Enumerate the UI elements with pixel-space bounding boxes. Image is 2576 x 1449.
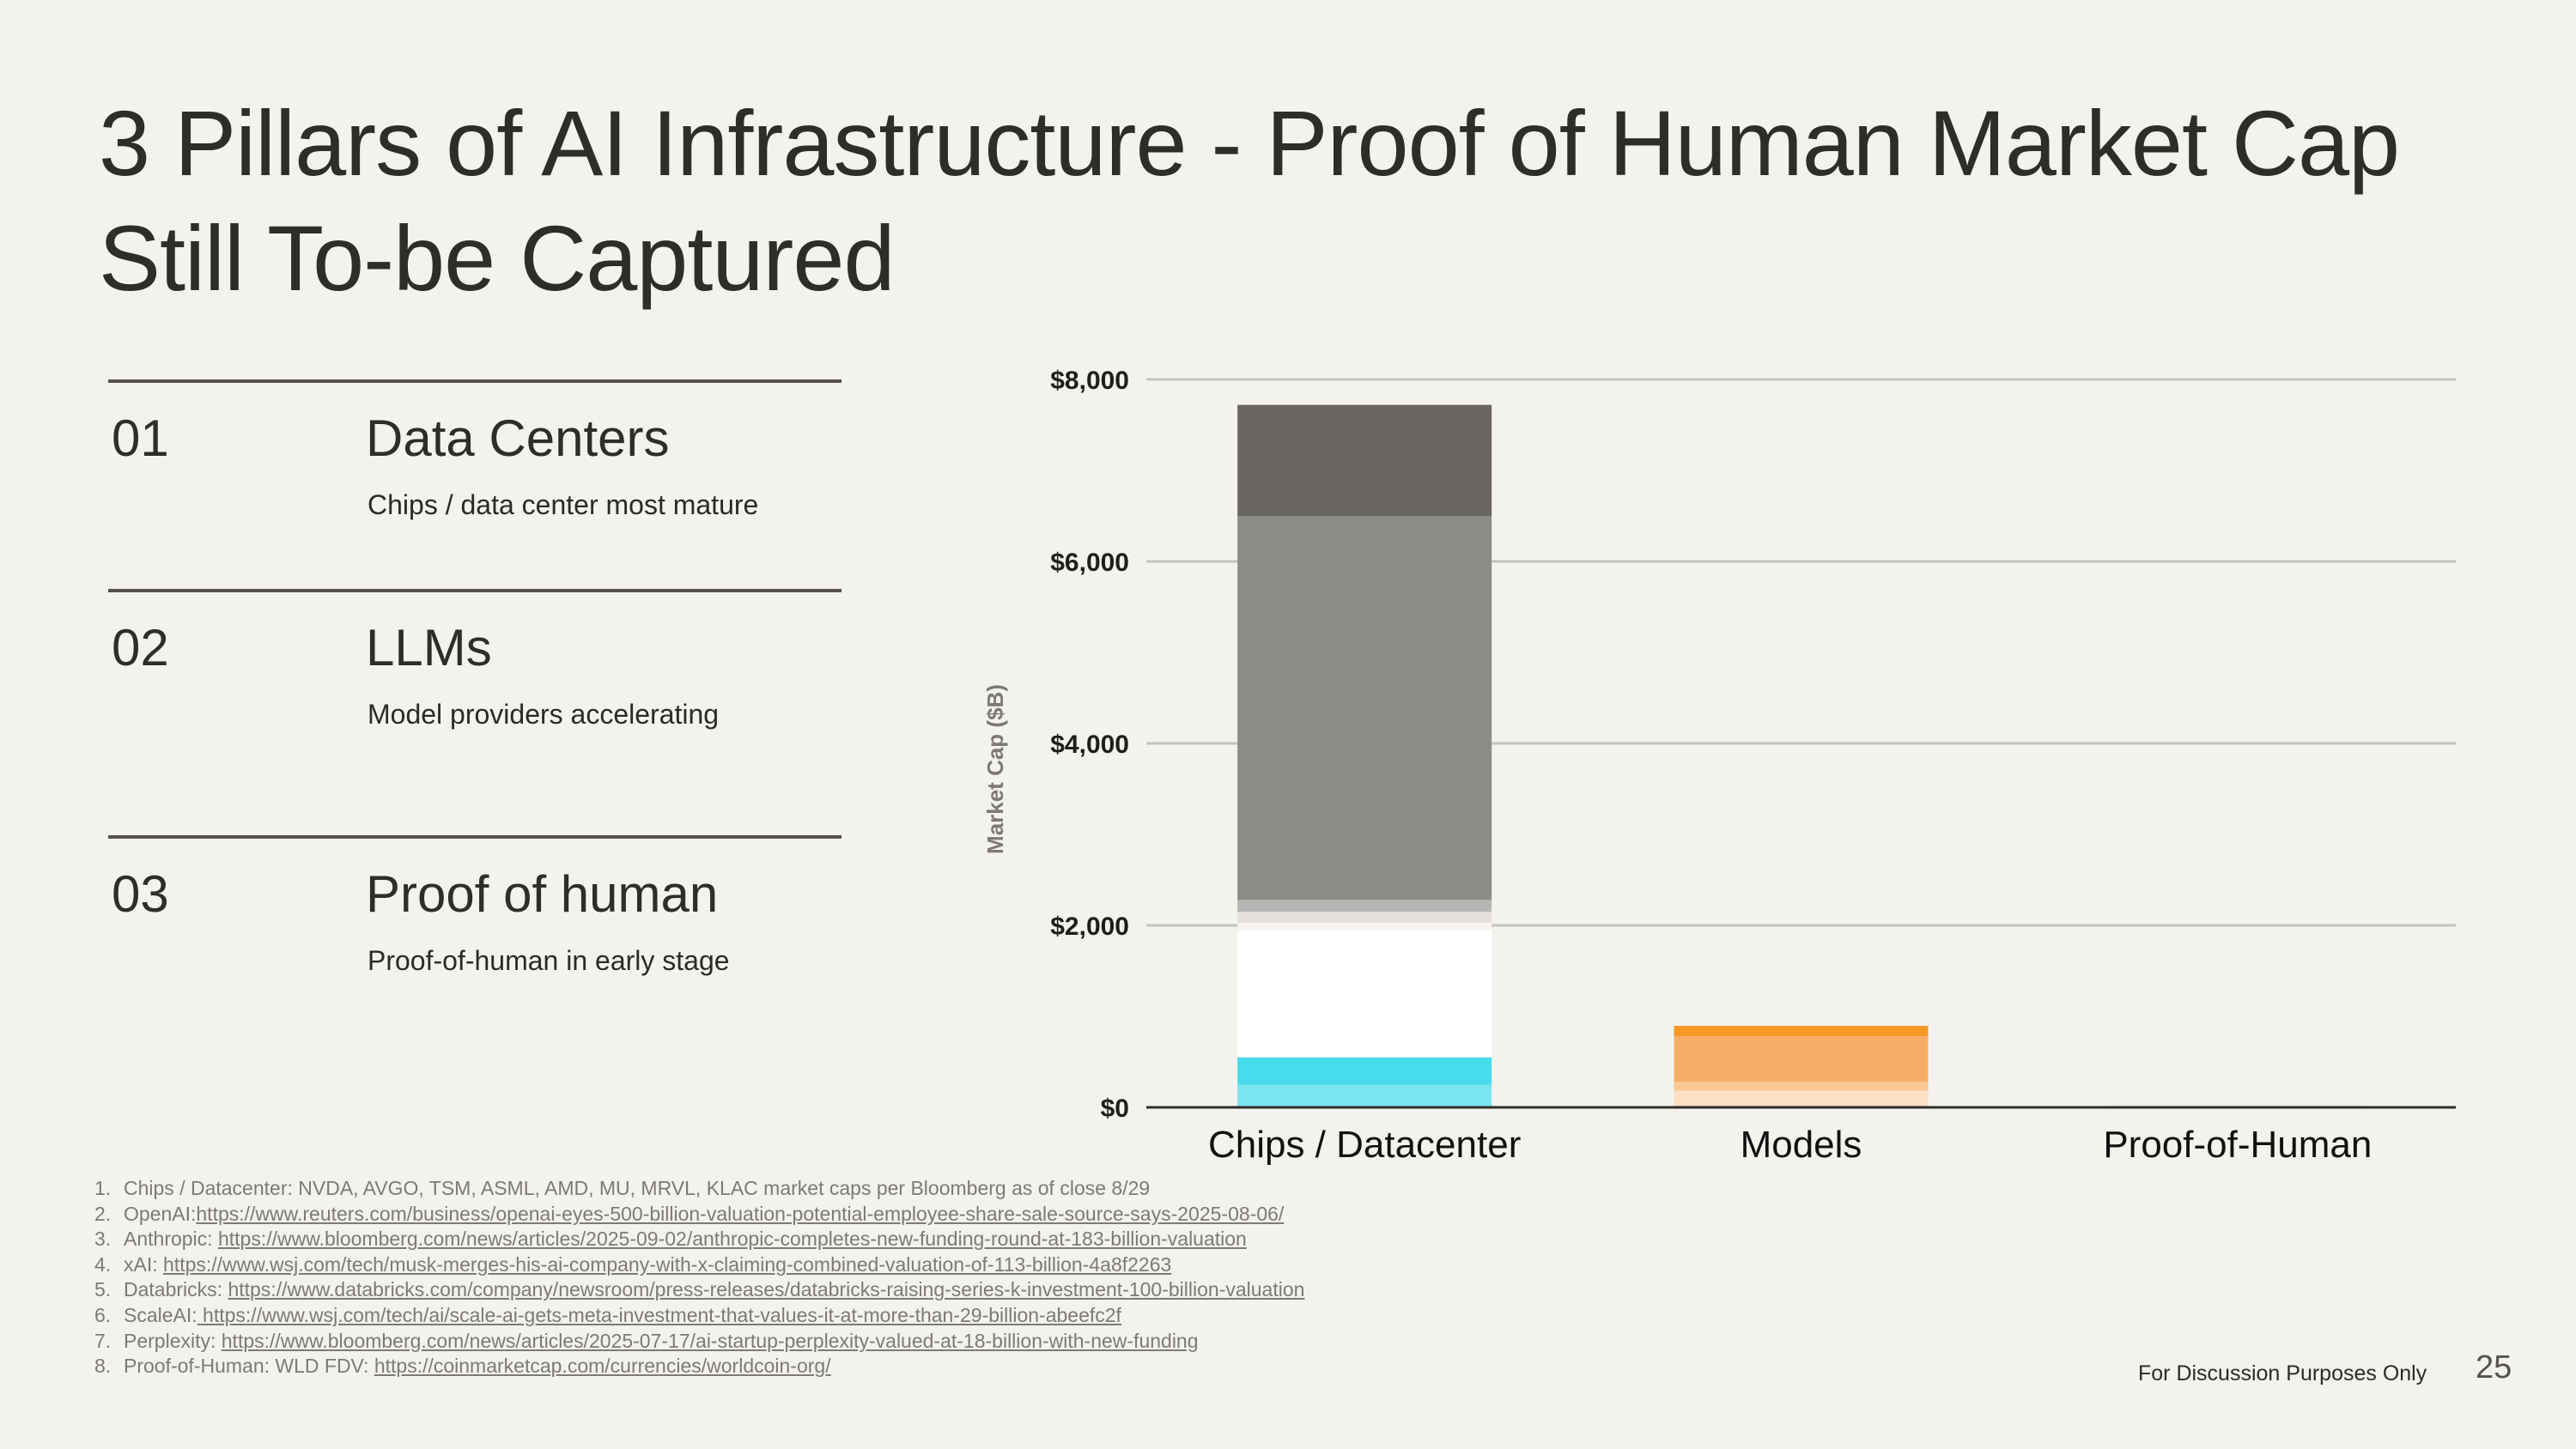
pillar-item: 03 Proof of human Proof-of-human in earl… [108,835,841,976]
footnote-link[interactable]: https://coinmarketcap.com/currencies/wor… [374,1355,831,1378]
footnote-text: Databricks: [124,1278,228,1301]
footnote-text: xAI: [124,1252,164,1276]
y-tick-label: $0 [1101,1094,1129,1123]
bar-segment [1674,1082,1929,1091]
footnote-text: Chips / Datacenter: NVDA, AVGO, TSM, ASM… [124,1177,1151,1199]
footnotes: 1. Chips / Datacenter: NVDA, AVGO, TSM, A… [94,1176,1984,1379]
pillar-number: 01 [112,409,169,467]
footnote: 1. Chips / Datacenter: NVDA, AVGO, TSM, A… [94,1176,1984,1202]
footnote-text: OpenAI: [124,1202,197,1225]
footnote-link[interactable]: https://www.reuters.com/business/openai-… [196,1202,1285,1225]
footnote: 2. OpenAI:https://www.reuters.com/busines… [94,1202,1984,1228]
footnote-number: 2. [94,1202,112,1225]
bar-segment [1237,912,1492,923]
bar-segment [1237,900,1492,912]
footnote-text: Perplexity: [124,1329,222,1352]
x-tick-label: Chips / Datacenter [1208,1124,1521,1166]
stacked-bars [1237,404,2365,1107]
y-tick-label: $4,000 [1050,731,1129,759]
y-tick-label: $6,000 [1050,549,1129,577]
footnote-number: 1. [94,1177,112,1199]
pillar-number: 02 [112,619,169,676]
x-axis-ticks: Chips / Datacenter Models Proof-of-Human [1208,1124,2372,1166]
footnote: 8. Proof-of-Human: WLD FDV: https://coinm… [94,1354,1984,1379]
footnote: 7. Perplexity: https://www.bloomberg.com/… [94,1329,1984,1355]
footnote-number: 7. [94,1329,112,1352]
footnote-number: 8. [94,1355,112,1378]
footnote-link[interactable]: https://www.wsj.com/tech/musk-merges-his… [163,1252,1172,1276]
footnote-text: Anthropic: [124,1228,218,1251]
y-axis-ticks: $0 $2,000 $4,000 $6,000 $8,000 [1050,367,1129,1123]
bar-segment [1237,1057,1492,1085]
pillar-description: Proof-of-human in early stage [368,945,730,976]
market-cap-chart: $0 $2,000 $4,000 $6,000 $8,000 Chips / Datac… [982,367,2456,1166]
footnote-number: 6. [94,1303,112,1326]
pillar-number: 03 [112,865,169,923]
bar-segment [1237,404,1492,516]
bar-segment [1237,1084,1492,1107]
pillar-name: Data Centers [366,409,670,467]
page-title: 3 Pillars of AI Infrastructure - Proof o… [99,91,2400,310]
x-tick-label: Models [1741,1124,1862,1166]
pillar-item: 02 LLMs Model providers accelerating [108,589,841,730]
footnote-text: Proof-of-Human: WLD FDV: [124,1355,374,1378]
footnote-link[interactable]: https://www.bloomberg.com/news/articles/… [217,1228,1247,1251]
pillar-description: Model providers accelerating [368,699,720,730]
footnote: 5. Databricks: https://www.databricks.com… [94,1277,1984,1303]
footnote-link[interactable]: https://www.wsj.com/tech/ai/scale-ai-get… [197,1303,1121,1326]
bar-segment [1237,922,1492,931]
page-number: 25 [2476,1349,2512,1385]
footnote-link[interactable]: https://www.bloomberg.com/news/articles/… [221,1329,1199,1352]
footnote: 3. Anthropic: https://www.bloomberg.com/n… [94,1227,1984,1252]
footnote-text: ScaleAI: [124,1303,197,1326]
y-tick-label: $2,000 [1050,912,1129,941]
bar-segment [1237,516,1492,900]
y-tick-label: $8,000 [1050,367,1129,395]
footnote-number: 3. [94,1228,112,1251]
footnote: 4. xAI: https://www.wsj.com/tech/musk-mer… [94,1252,1984,1278]
bar-segment [1674,1036,1929,1082]
pillar-name: Proof of human [366,865,719,923]
footnote-number: 4. [94,1252,112,1276]
footnote-number: 5. [94,1278,112,1301]
bar-segment [1237,930,1492,1058]
y-axis-label: Market Cap ($B) [982,684,1008,854]
pillar-item: 01 Data Centers Chips / data center most… [108,379,841,520]
footnote: 6. ScaleAI: https://www.wsj.com/tech/ai/s… [94,1303,1984,1329]
pillar-description: Chips / data center most mature [368,489,759,520]
x-tick-label: Proof-of-Human [2103,1124,2372,1166]
bar-segment [1674,1090,1929,1107]
pillar-name: LLMs [366,619,492,676]
bar-segment [1674,1026,1929,1037]
footnote-link[interactable]: https://www.databricks.com/company/newsr… [228,1278,1305,1301]
disclaimer: For Discussion Purposes Only [2138,1361,2427,1385]
